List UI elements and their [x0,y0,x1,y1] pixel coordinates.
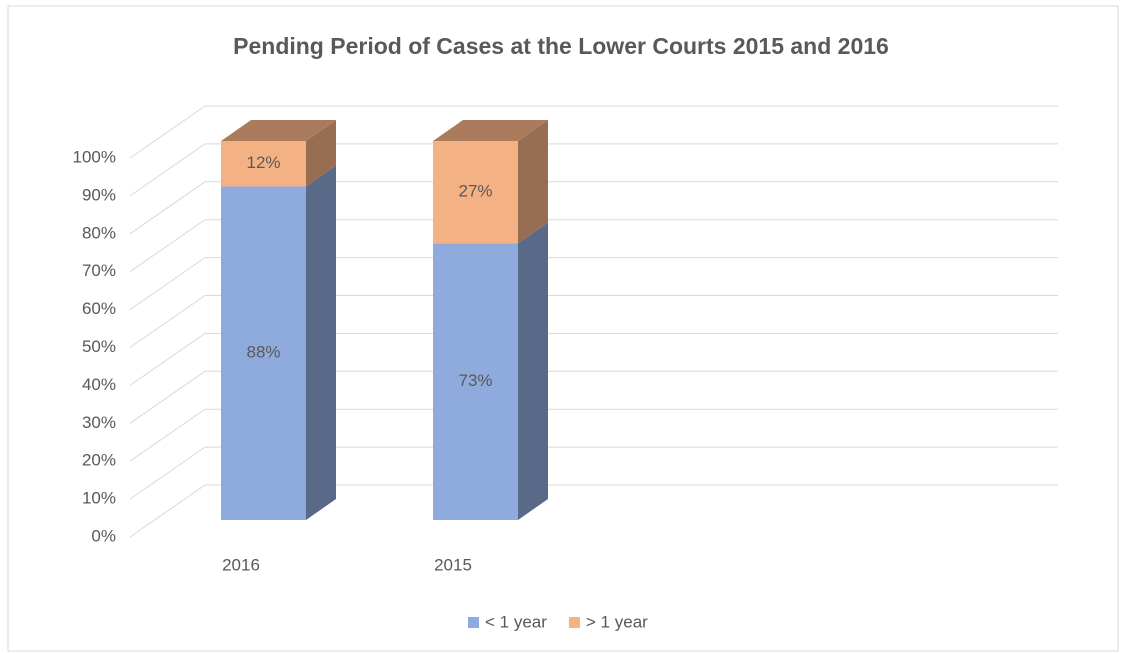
grid-line [129,332,1058,386]
grid-line [129,370,1058,424]
x-tick-label: 2015 [434,555,472,574]
grid-line [129,257,1058,311]
y-tick-label: 20% [82,451,116,470]
y-tick-label: 100% [73,147,116,166]
bar-side [518,120,548,244]
bar-segment [221,120,336,187]
y-tick-label: 40% [82,375,116,394]
grid-line [129,446,1058,500]
chart-frame [7,5,1119,652]
y-tick-label: 70% [82,261,116,280]
bar-segment [433,222,548,520]
grid-line [129,105,1058,159]
data-label: 73% [458,371,492,390]
legend-swatch [468,617,479,628]
grid-line [129,181,1058,235]
x-tick-label: 2016 [222,555,260,574]
y-tick-label: 0% [91,526,116,545]
bar-front [221,186,306,521]
data-label: 27% [458,182,492,201]
grid-line [129,295,1058,348]
grid-line [129,143,1058,197]
bar-side [518,222,548,520]
y-tick-label: 10% [82,489,116,508]
y-tick-label: 30% [82,413,116,432]
grid-line [129,408,1058,462]
data-label: 88% [246,343,280,362]
legend-label: < 1 year [485,612,547,631]
bar-segment [433,120,548,244]
bar-front [433,141,518,244]
bar-top [221,120,336,141]
bar-front [221,141,306,187]
grid-line [129,484,1058,538]
y-tick-label: 90% [82,185,116,204]
legend-label: > 1 year [586,612,648,631]
bar-front [433,243,518,520]
bar-segment [221,165,336,521]
legend-swatch [568,617,580,628]
bar-top [433,120,548,141]
grid-line [129,219,1058,273]
y-tick-label: 60% [82,299,116,318]
y-tick-label: 80% [82,223,116,242]
y-tick-label: 50% [82,337,116,356]
bar-side [306,165,336,521]
chart-title: Pending Period of Cases at the Lower Cou… [233,33,889,59]
data-label: 12% [246,153,280,172]
bar-side [306,120,336,187]
